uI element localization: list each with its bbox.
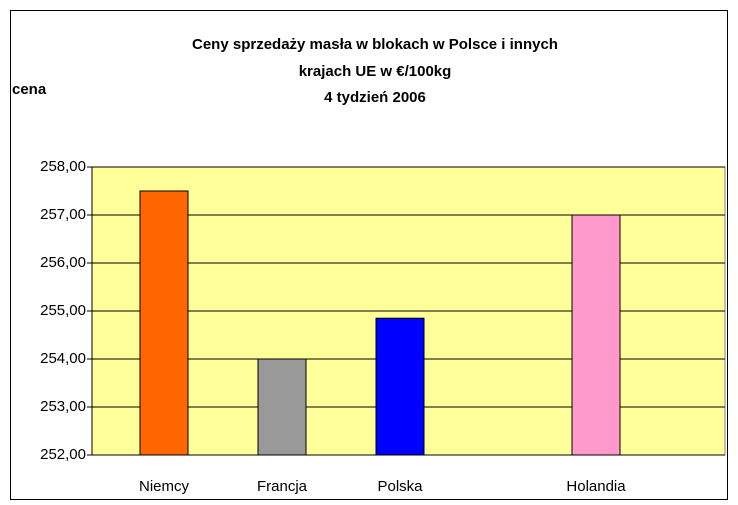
bar (375, 317, 425, 456)
chart-title: 4 tydzień 2006 (324, 89, 426, 106)
x-tick-label: Niemcy (139, 478, 190, 495)
y-axis-label: cena (12, 81, 47, 98)
y-tick-label: 255,00 (40, 302, 86, 319)
y-tick-label: 257,00 (40, 206, 86, 223)
bar (257, 358, 307, 456)
x-tick-label: Francja (257, 478, 308, 495)
x-tick-label: Polska (377, 478, 423, 495)
y-tick-label: 258,00 (40, 158, 86, 175)
chart-title: krajach UE w €/100kg (299, 63, 452, 80)
y-tick-label: 256,00 (40, 254, 86, 271)
bar (139, 190, 189, 456)
y-tick-label: 253,00 (40, 398, 86, 415)
bar (571, 214, 621, 456)
y-tick-label: 252,00 (40, 446, 86, 463)
x-tick-label: Holandia (566, 478, 626, 495)
chart-title: Ceny sprzedaży masła w blokach w Polsce … (192, 36, 558, 53)
y-tick-label: 254,00 (40, 350, 86, 367)
